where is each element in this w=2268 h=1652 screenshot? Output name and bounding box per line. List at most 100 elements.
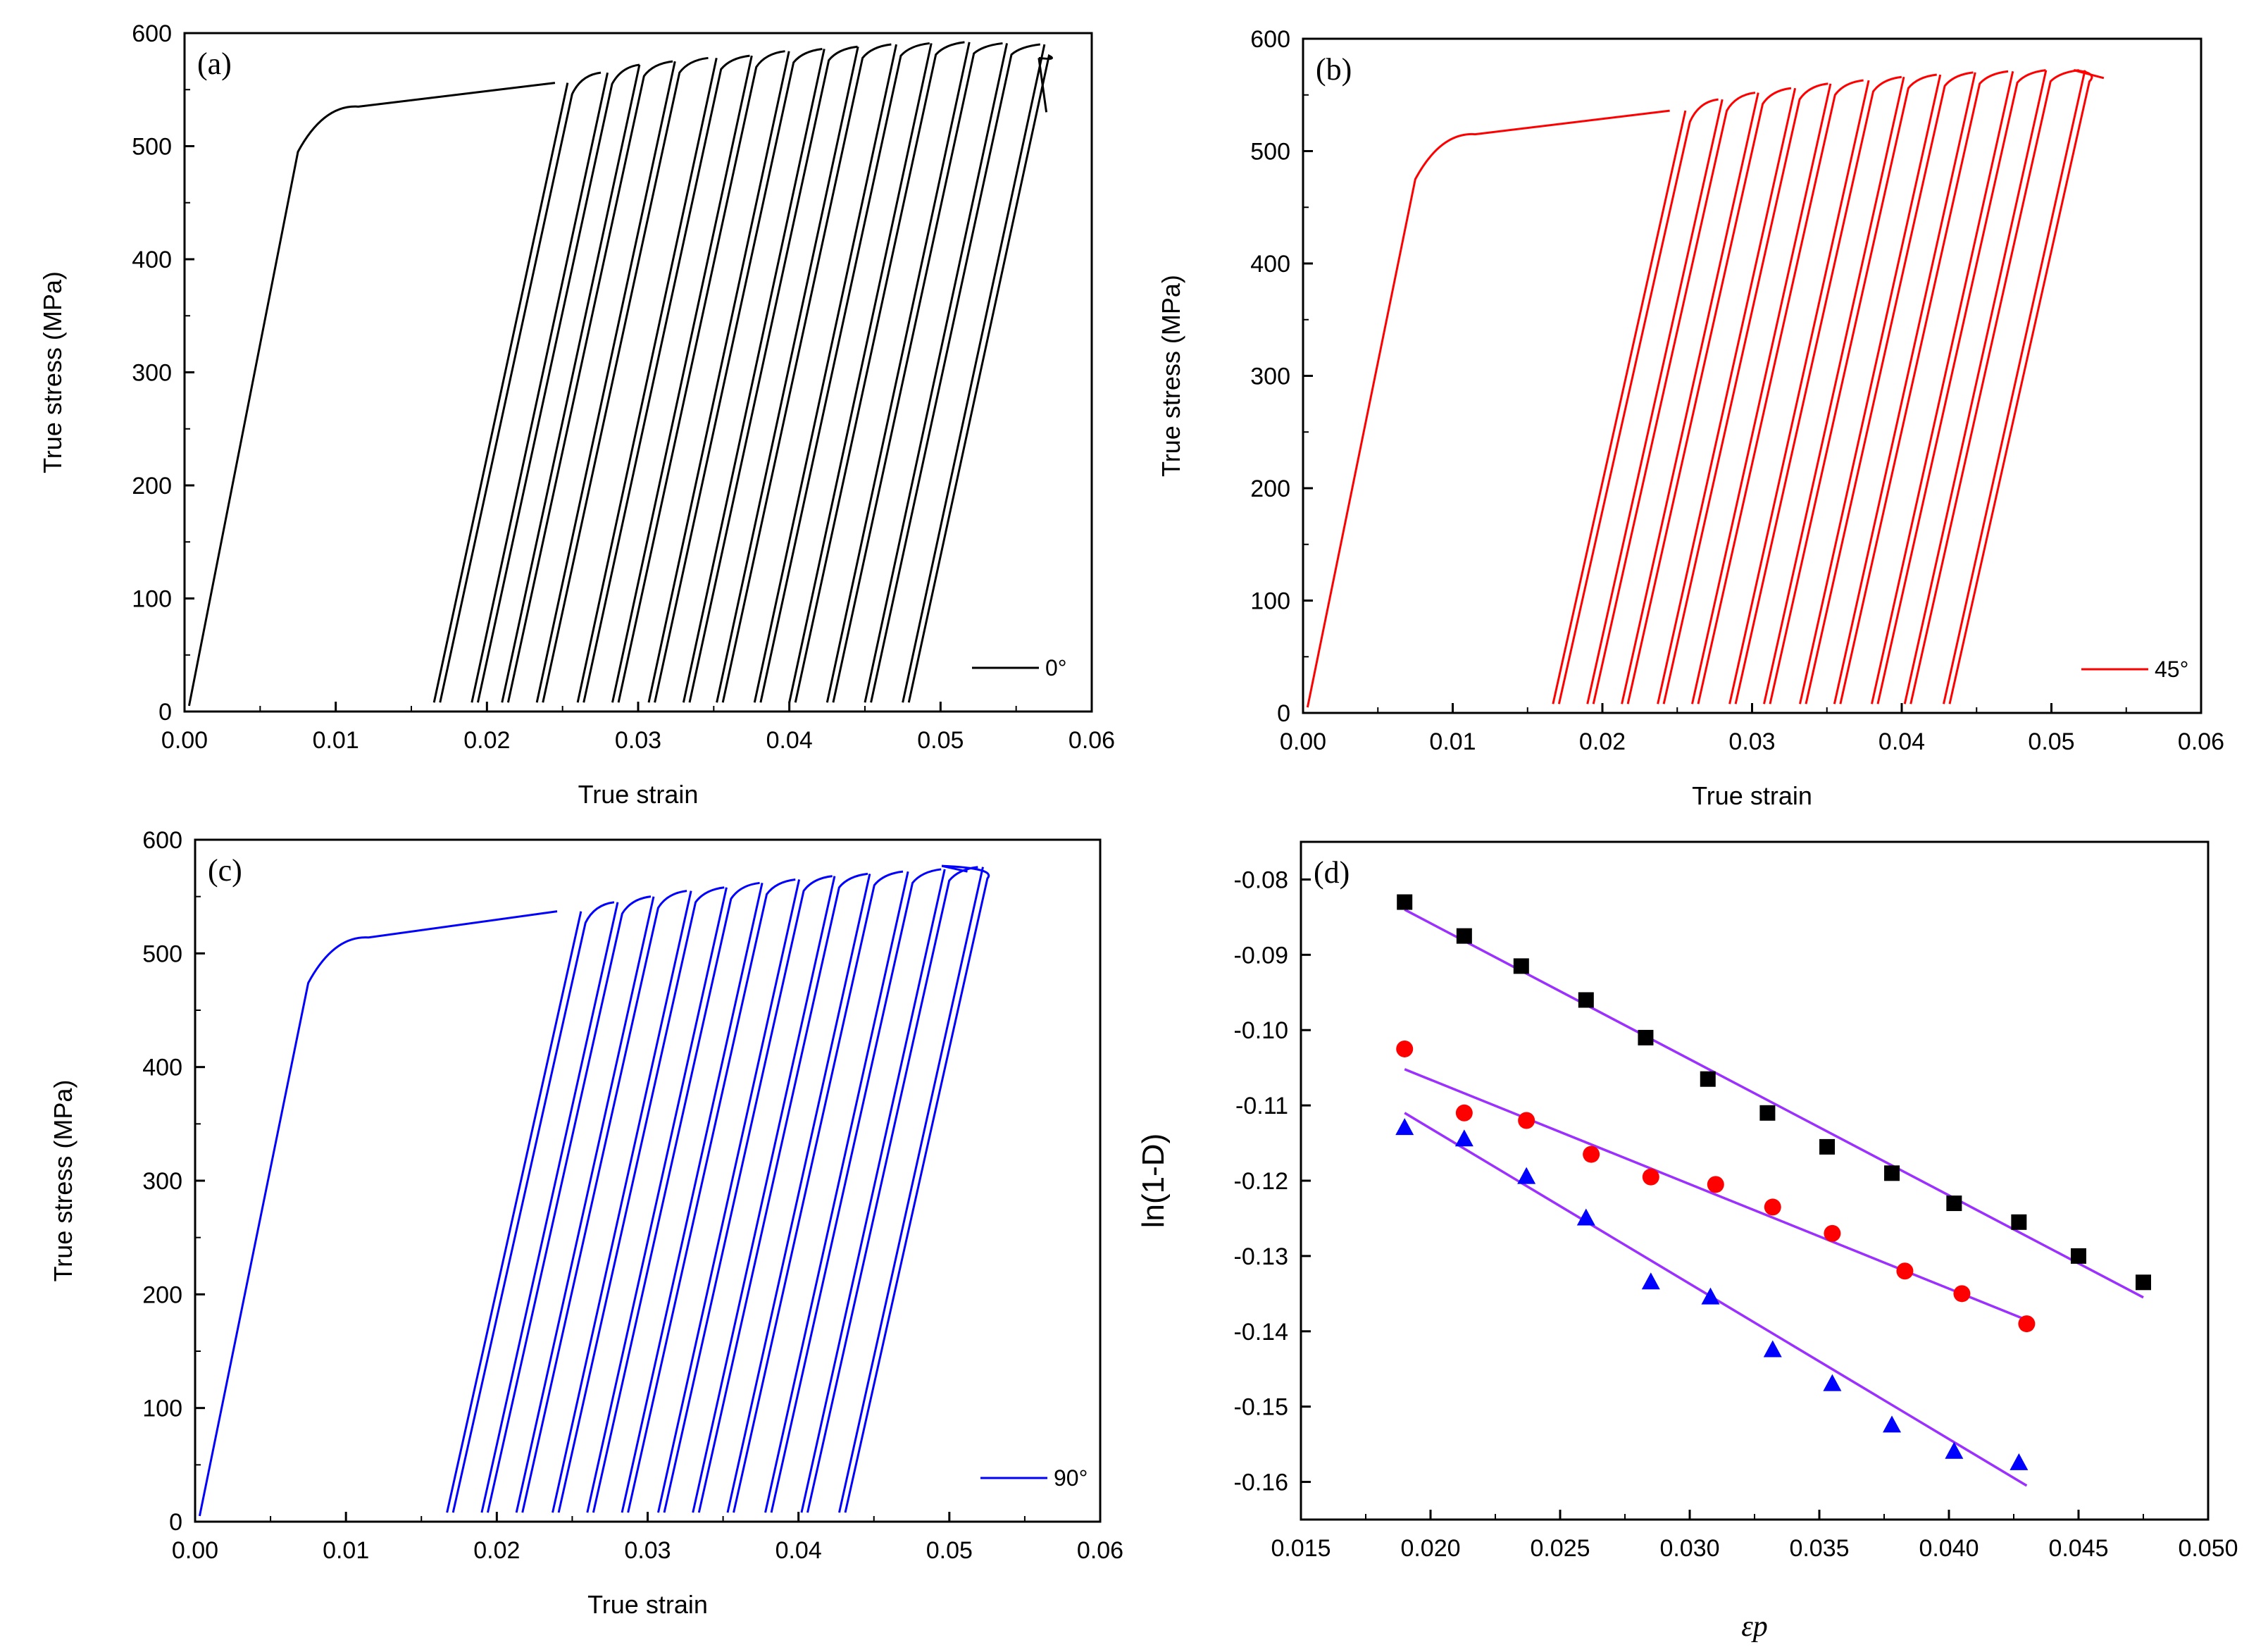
- stress-strain-cycle: [535, 56, 709, 703]
- data-point-triangle: [1763, 1340, 1782, 1358]
- stress-strain-cycle: [1871, 69, 2046, 704]
- y-axis-title: True stress (MPa): [38, 271, 67, 473]
- stress-strain-final-curve: [1038, 58, 1048, 113]
- y-tick-label: 0: [1277, 700, 1290, 727]
- y-tick-label: -0.13: [1234, 1243, 1289, 1270]
- y-tick-label: 300: [1250, 364, 1290, 390]
- panel-label: (b): [1316, 52, 1352, 87]
- y-tick-label: -0.14: [1234, 1319, 1289, 1346]
- stress-strain-cycle: [1799, 71, 1974, 704]
- stress-strain-cycle: [471, 63, 640, 703]
- data-point-circle: [2018, 1315, 2036, 1333]
- y-tick-label: 600: [132, 20, 172, 47]
- legend-label: 0°: [1045, 655, 1067, 681]
- stress-strain-cycle: [716, 43, 892, 703]
- stress-strain-cycle: [501, 60, 673, 703]
- data-point-circle: [1953, 1285, 1971, 1303]
- y-tick-label: 0: [158, 699, 172, 726]
- data-point-square: [1946, 1195, 1962, 1212]
- x-tick-label: 0.05: [2028, 728, 2074, 755]
- stress-strain-cycle: [838, 864, 990, 1513]
- fit-line-0: [1404, 908, 2144, 1299]
- y-tick-label: 500: [142, 940, 182, 967]
- y-tick-label: 400: [1250, 251, 1290, 278]
- x-tick-label: 0.06: [1077, 1537, 1123, 1564]
- panel-c: 0.00 0.01 0.02 0.03 0.04 0.05 0.06 0 100 200 300 40…: [49, 827, 1123, 1619]
- y-tick-label: -0.08: [1234, 867, 1289, 893]
- data-point-circle: [1518, 1112, 1535, 1129]
- data-point-triangle: [1945, 1441, 1964, 1459]
- x-tick-label: 0.01: [1429, 728, 1476, 755]
- data-point-square: [1884, 1165, 1900, 1181]
- x-tick-label: 0.05: [917, 727, 964, 754]
- y-tick-label: 100: [142, 1396, 182, 1422]
- data-point-triangle: [1701, 1287, 1720, 1305]
- y-tick-label: -0.12: [1234, 1168, 1289, 1195]
- fit-line-1: [1404, 1068, 2028, 1322]
- stress-strain-cycle: [825, 42, 1003, 703]
- x-tick-label: 0.015: [1271, 1535, 1331, 1562]
- y-tick-label: 0: [169, 1509, 182, 1536]
- x-tick-label: 0.06: [2178, 728, 2224, 755]
- x-tick-label: 0.00: [161, 727, 208, 754]
- data-point-triangle: [1641, 1272, 1660, 1290]
- panel-d: 0.015 0.020 0.025 0.030 0.035 0.040 0.045 0.050…: [1136, 840, 2238, 1643]
- stress-strain-cycle: [1621, 87, 1792, 704]
- stress-strain-cycle: [788, 41, 965, 703]
- legend-label: 90°: [1054, 1465, 1088, 1491]
- panel-a: 0.00 0.01 0.02 0.03 0.04 0.05 0.06 0 100 200 300 40…: [38, 20, 1115, 809]
- y-tick-label: 500: [1250, 139, 1290, 166]
- y-tick-label: 100: [1250, 588, 1290, 615]
- x-axis-title: True strain: [578, 780, 699, 809]
- stress-strain-cycle: [692, 872, 868, 1513]
- data-point-circle: [1455, 1104, 1473, 1122]
- stress-strain-cycle: [446, 901, 615, 1513]
- stress-strain-cycle: [552, 886, 725, 1513]
- data-point-square: [2071, 1248, 2086, 1264]
- x-tick-label: 0.050: [2178, 1535, 2238, 1562]
- x-tick-label: 0.01: [313, 727, 359, 754]
- data-point-square: [2011, 1214, 2027, 1230]
- plot-frame: [194, 838, 1102, 1523]
- x-tick-label: 0.03: [1728, 728, 1775, 755]
- y-tick-label: 200: [132, 473, 172, 499]
- stress-strain-cycle: [1763, 73, 1937, 704]
- x-tick-label: 0.035: [1789, 1535, 1849, 1562]
- x-tick-label: 0.040: [1919, 1535, 1979, 1562]
- stress-strain-cycle: [1586, 92, 1756, 704]
- x-tick-label: 0.00: [1280, 728, 1326, 755]
- data-point-circle: [1896, 1262, 1914, 1280]
- data-point-square: [1397, 894, 1413, 910]
- x-tick-label: 0.01: [323, 1537, 369, 1564]
- stress-strain-final-curve: [941, 864, 968, 873]
- data-point-triangle: [1883, 1415, 1902, 1433]
- x-tick-label: 0.04: [1878, 728, 1925, 755]
- panel-label: (d): [1314, 855, 1350, 890]
- stress-strain-cycle: [480, 895, 652, 1513]
- y-tick-label: 600: [142, 827, 182, 854]
- x-tick-label: 0.03: [624, 1537, 671, 1564]
- stress-strain-cycle: [753, 42, 930, 703]
- stress-strain-cycle: [682, 45, 858, 703]
- data-point-square: [1456, 928, 1472, 944]
- panel-label: (a): [197, 46, 232, 81]
- data-point-circle: [1824, 1224, 1841, 1242]
- data-point-square: [1578, 992, 1594, 1008]
- stress-strain-cycle: [621, 878, 796, 1513]
- x-tick-label: 0.030: [1659, 1535, 1719, 1562]
- stress-strain-cycle: [432, 71, 602, 703]
- data-point-square: [1700, 1071, 1716, 1087]
- stress-strain-cycle: [1552, 98, 1719, 704]
- data-point-circle: [1642, 1168, 1659, 1186]
- data-point-triangle: [2010, 1453, 2029, 1470]
- stress-strain-cycle: [586, 881, 760, 1513]
- stress-strain-cycle: [864, 43, 1040, 703]
- stress-strain-cycle: [647, 47, 823, 703]
- x-tick-label: 0.025: [1530, 1535, 1590, 1562]
- stress-strain-cycle: [1728, 75, 1902, 704]
- x-tick-label: 0.02: [1579, 728, 1626, 755]
- y-axis-title: True stress (MPa): [1157, 275, 1185, 477]
- stress-strain-cycle: [800, 866, 978, 1513]
- x-tick-label: 0.00: [172, 1537, 218, 1564]
